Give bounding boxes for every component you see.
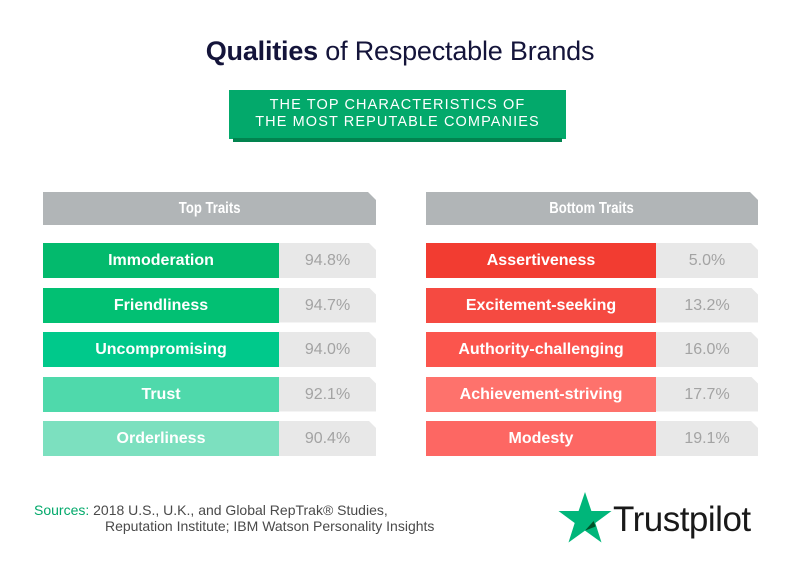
bottom-traits-header: Bottom Traits	[426, 192, 758, 225]
trait-label: Authority-challenging	[426, 332, 656, 367]
trait-label: Achievement-striving	[426, 376, 656, 412]
chart-title: Qualities of Respectable Brands	[0, 36, 800, 67]
trait-value: 92.1%	[279, 377, 376, 412]
trait-label: Modesty	[426, 421, 656, 456]
trait-value: 94.8%	[279, 243, 376, 278]
trait-value: 19.1%	[656, 421, 758, 456]
sources-label: Sources:	[34, 502, 90, 518]
trustpilot-logo-text: Trustpilot	[613, 500, 751, 539]
banner-line-2: THE MOST REPUTABLE COMPANIES	[255, 114, 540, 130]
trait-value: 94.0%	[279, 332, 376, 367]
sources-line-2: Reputation Institute; IBM Watson Persona…	[105, 518, 435, 534]
trait-value: 16.0%	[656, 332, 758, 367]
bottom_traits-row: Modesty 19.1%	[426, 421, 758, 456]
trait-label: Assertiveness	[426, 243, 656, 278]
star-icon	[557, 490, 613, 551]
trait-value: 90.4%	[279, 421, 376, 456]
title-bold: Qualities	[205, 36, 318, 66]
trait-label: Friendliness	[43, 287, 279, 323]
top_traits-row: Orderliness 90.4%	[43, 421, 376, 456]
trait-value: 5.0%	[656, 243, 758, 278]
top_traits-row: Friendliness 94.7%	[43, 287, 376, 323]
subtitle-banner: THE TOP CHARACTERISTICS OF THE MOST REPU…	[229, 90, 566, 139]
top_traits-row: Uncompromising 94.0%	[43, 332, 376, 367]
bottom-traits-header-label: Bottom Traits	[549, 200, 635, 217]
top-traits-header: Top Traits	[43, 192, 376, 225]
banner-shadow	[233, 138, 562, 142]
trait-label: Uncompromising	[43, 332, 279, 367]
sources-line-1: 2018 U.S., U.K., and Global RepTrak® Stu…	[89, 502, 388, 518]
trait-label: Excitement-seeking	[426, 287, 656, 323]
trait-label: Trust	[43, 376, 279, 412]
top_traits-row: Trust 92.1%	[43, 376, 376, 412]
top_traits-row: Immoderation 94.8%	[43, 243, 376, 278]
bottom-traits-list: Assertiveness 5.0% Excitement-seeking 13.2%…	[426, 243, 758, 456]
bottom_traits-row: Achievement-striving 17.7%	[426, 376, 758, 412]
trait-label: Immoderation	[43, 243, 279, 278]
bottom_traits-row: Assertiveness 5.0%	[426, 243, 758, 278]
top-traits-list: Immoderation 94.8% Friendliness 94.7% Uncomp…	[43, 243, 376, 456]
bottom_traits-row: Authority-challenging 16.0%	[426, 332, 758, 367]
bottom-traits-panel: Bottom Traits Assertiveness 5.0% Excitemen…	[426, 192, 758, 466]
trait-value: 94.7%	[279, 288, 376, 323]
trait-value: 17.7%	[656, 377, 758, 412]
banner-line-1: THE TOP CHARACTERISTICS OF	[269, 97, 526, 113]
sources-note: Sources: 2018 U.S., U.K., and Global Rep…	[34, 502, 434, 534]
bottom_traits-row: Excitement-seeking 13.2%	[426, 287, 758, 323]
trait-value: 13.2%	[656, 288, 758, 323]
trait-label: Orderliness	[43, 421, 279, 456]
top-traits-header-label: Top Traits	[178, 200, 241, 217]
title-rest: of Respectable Brands	[317, 36, 595, 66]
top-traits-panel: Top Traits Immoderation 94.8% Friendliness…	[43, 192, 376, 466]
